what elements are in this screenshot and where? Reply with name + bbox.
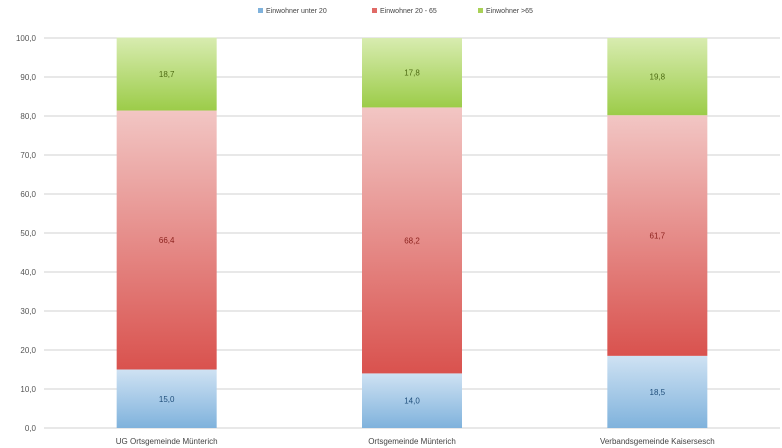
data-label: 66,4 [159,236,175,245]
data-label: 68,2 [404,236,420,245]
category-label: Verbandsgemeinde Kaisersesch [600,437,715,446]
legend-label: Einwohner 20 - 65 [380,8,437,15]
bar-segment [362,373,462,428]
legend-swatch [258,8,263,13]
y-tick-label: 90,0 [20,73,36,82]
y-tick-label: 40,0 [20,268,36,277]
data-label: 19,8 [650,73,666,82]
y-tick-label: 30,0 [20,307,36,316]
legend-swatch [478,8,483,13]
y-axis: 0,0 10,0 20,0 30,0 40,0 50,0 60,0 70,0 80,0 90,0 1… [16,34,37,433]
bars: 15,0 66,4 18,7 14,0 68,2 17,8 18,5 61,7 19,8 [116,37,708,428]
category-label: UG Ortsgemeinde Münterich [116,437,218,446]
data-label: 14,0 [404,397,420,406]
data-label: 15,0 [159,395,175,404]
x-axis: UG Ortsgemeinde Münterich Ortsgemeinde Mü… [116,437,715,446]
data-label: 17,8 [404,69,420,78]
category-label: Ortsgemeinde Münterich [368,437,456,446]
data-label: 61,7 [650,232,666,241]
legend-label: Einwohner >65 [486,8,533,15]
y-tick-label: 20,0 [20,346,36,355]
bar-segment [607,38,708,116]
bar-segment [607,115,708,356]
legend: Einwohner unter 20 Einwohner 20 - 65 Einwo… [258,8,533,15]
y-tick-label: 100,0 [16,34,37,43]
bar-segment [362,107,462,374]
bar-segment [116,369,217,428]
legend-swatch [372,8,377,13]
bar-segment [362,38,462,108]
bar-segment [116,37,217,111]
y-tick-label: 70,0 [20,151,36,160]
bar-segment [116,110,217,370]
y-tick-label: 10,0 [20,385,36,394]
data-label: 18,7 [159,70,175,79]
bar-segment [607,355,708,428]
data-label: 18,5 [650,388,666,397]
y-tick-label: 0,0 [25,424,37,433]
y-tick-label: 80,0 [20,112,36,121]
y-tick-label: 60,0 [20,190,36,199]
legend-label: Einwohner unter 20 [266,8,327,15]
y-tick-label: 50,0 [20,229,36,238]
